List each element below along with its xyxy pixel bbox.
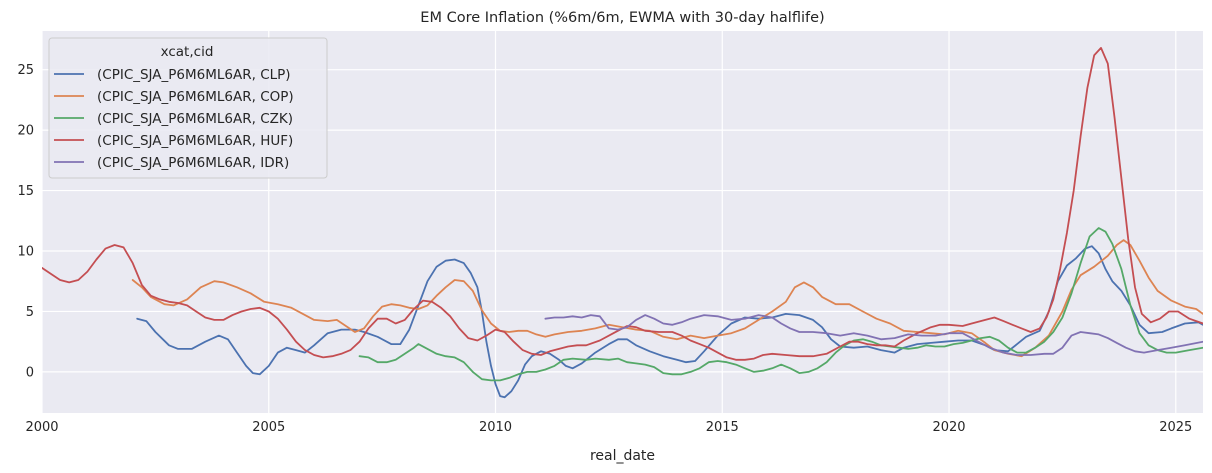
x-tick-label: 2015 [706, 420, 739, 435]
legend-title: xcat,cid [161, 44, 214, 60]
y-tick-label: 15 [17, 184, 34, 199]
x-tick-label: 2000 [25, 420, 58, 435]
chart-title: EM Core Inflation (%6m/6m, EWMA with 30-… [420, 10, 824, 26]
y-tick-label: 20 [17, 124, 34, 139]
legend-label-3: (CPIC_SJA_P6M6ML6AR, HUF) [97, 133, 293, 149]
series-line-3 [42, 47, 1203, 361]
x-tick-label: 2025 [1159, 420, 1192, 435]
x-axis-label: real_date [590, 448, 655, 464]
legend-box [48, 37, 328, 179]
legend-label-2: (CPIC_SJA_P6M6ML6AR, CZK) [97, 111, 293, 127]
series-line-2 [358, 227, 1203, 382]
series-lines [42, 47, 1203, 399]
legend-label-0: (CPIC_SJA_P6M6ML6AR, CLP) [97, 67, 291, 83]
x-tick-label: 2020 [932, 420, 965, 435]
legend-items: (CPIC_SJA_P6M6ML6AR, CLP) (CPIC_SJA_P6M6M… [54, 67, 294, 171]
y-tick-label: 25 [17, 63, 34, 78]
x-tick-label: 2005 [252, 420, 285, 435]
legend-label-1: (CPIC_SJA_P6M6ML6AR, COP) [97, 89, 294, 105]
legend-label-4: (CPIC_SJA_P6M6ML6AR, IDR) [97, 155, 289, 171]
y-tick-label: 10 [17, 245, 34, 260]
y-tick-label: 5 [26, 305, 34, 320]
legend: xcat,cid (CPIC_SJA_P6M6ML6AR, CLP)(CPIC_… [48, 37, 328, 179]
series-line-4 [544, 314, 1203, 356]
y-tick-label: 0 [26, 365, 34, 380]
x-tick-label: 2010 [479, 420, 512, 435]
